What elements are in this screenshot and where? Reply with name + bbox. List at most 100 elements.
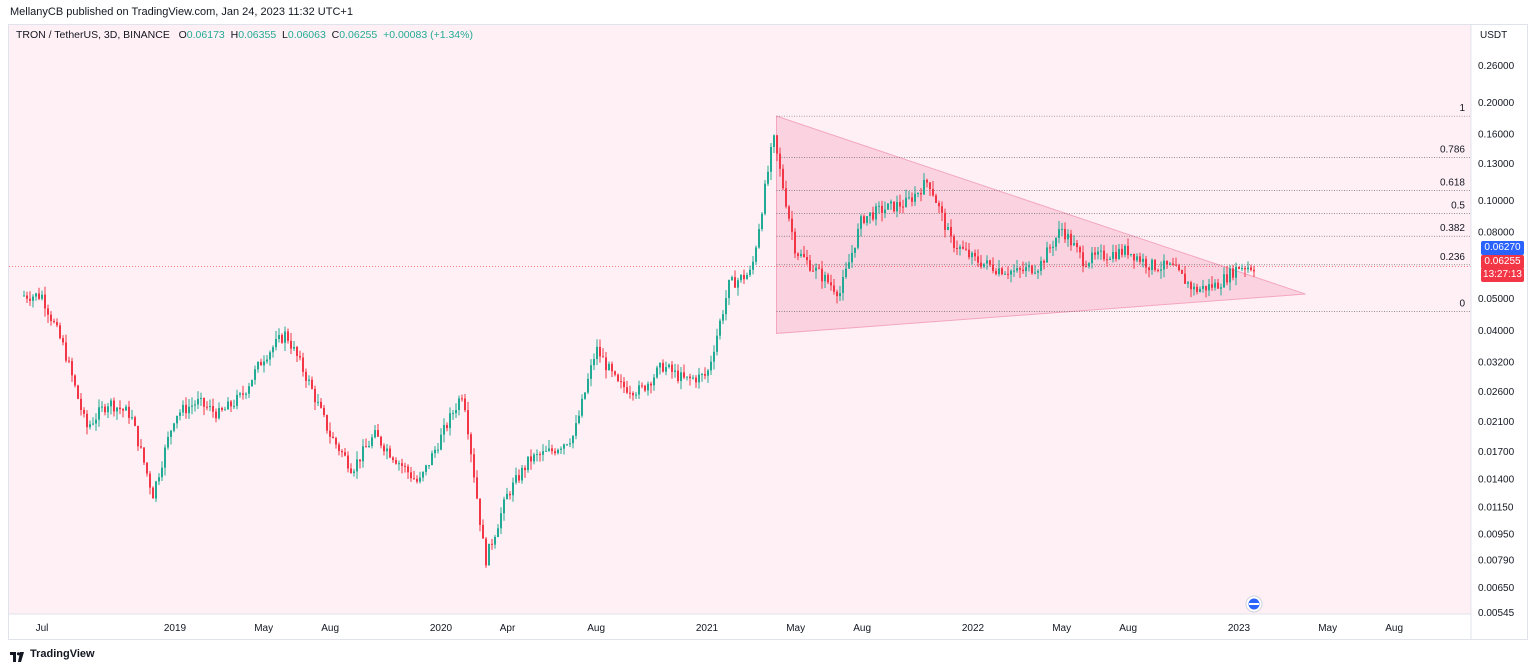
candle-body	[725, 298, 727, 315]
candle-body	[1193, 286, 1195, 290]
candle-body	[62, 338, 64, 343]
candle-body	[650, 383, 652, 386]
candle-body	[1037, 270, 1039, 273]
candle-body	[728, 279, 730, 299]
candle-body	[818, 267, 820, 269]
candle-body	[32, 296, 34, 301]
candle-body	[611, 363, 613, 372]
x-tick-label: May	[1318, 623, 1337, 634]
candle-body	[1112, 252, 1114, 259]
candle-body	[98, 407, 100, 420]
candle-body	[1241, 268, 1243, 270]
candle-body	[980, 262, 982, 267]
candle-body	[884, 209, 886, 214]
candle-body	[677, 370, 679, 382]
candle-body	[599, 346, 601, 357]
candle-body	[812, 270, 814, 272]
candle-body	[128, 406, 130, 418]
triangle-pattern	[776, 115, 1306, 334]
low-label: L	[282, 29, 288, 41]
candle-body	[245, 393, 247, 395]
candle-body	[953, 236, 955, 248]
candle-body	[872, 212, 874, 220]
candle-body	[806, 256, 808, 261]
open-label: O	[178, 29, 187, 41]
candle-body	[434, 449, 436, 454]
candle-body	[53, 321, 55, 323]
candle-body	[995, 271, 997, 275]
candle-body	[290, 340, 292, 349]
candle-body	[1085, 266, 1087, 268]
candle-body	[140, 446, 142, 448]
candle-body	[1055, 237, 1057, 247]
candle-body	[299, 355, 301, 358]
x-tick-label: May	[786, 623, 805, 634]
candle-body	[122, 409, 124, 411]
events-flag-icon-stripe	[1249, 603, 1259, 605]
high-value: 0.06355	[238, 29, 277, 41]
candle-body	[575, 423, 577, 436]
candle-body	[368, 445, 370, 448]
candle-body	[794, 231, 796, 254]
candle-body	[1223, 274, 1225, 288]
x-tick-label: Aug	[1385, 623, 1403, 634]
candle-body	[287, 331, 289, 341]
y-tick-label: 0.01150	[1478, 502, 1514, 513]
candle-body	[830, 282, 832, 286]
candle-body	[467, 410, 469, 435]
candle-body	[596, 346, 598, 360]
candle-body	[890, 201, 892, 204]
candle-body	[902, 206, 904, 208]
candle-body	[1169, 263, 1171, 265]
candle-body	[389, 448, 391, 458]
candle-body	[569, 443, 571, 445]
candle-body	[41, 294, 43, 299]
candle-body	[683, 372, 685, 378]
candle-body	[113, 400, 115, 412]
candle-body	[296, 347, 298, 356]
symbol-label: TRON / TetherUS, 3D, BINANCE	[16, 29, 170, 41]
candle-body	[701, 374, 703, 376]
candle-body	[1124, 245, 1126, 255]
candle-body	[239, 393, 241, 395]
candle-body	[233, 405, 235, 407]
candle-body	[773, 135, 775, 148]
candle-body	[461, 398, 463, 400]
candle-body	[1061, 228, 1063, 230]
candle-body	[137, 425, 139, 447]
candle-body	[863, 216, 865, 223]
candle-body	[353, 471, 355, 473]
candle-body	[446, 424, 448, 429]
footer-brand[interactable]: TradingView	[10, 646, 95, 662]
header-bar: MellanyCB published on TradingView.com, …	[0, 0, 1536, 24]
candle-body	[77, 385, 79, 399]
y-tick-label: 0.10000	[1478, 196, 1515, 207]
candle-body	[899, 202, 901, 207]
candle-body	[1091, 252, 1093, 264]
candle-body	[119, 407, 121, 410]
candle-body	[92, 423, 94, 425]
candle-body	[533, 454, 535, 462]
candle-body	[1088, 263, 1090, 267]
candle-body	[326, 414, 328, 431]
candle-body	[1103, 250, 1105, 260]
candle-body	[473, 454, 475, 478]
candle-body	[380, 436, 382, 446]
candle-body	[1136, 256, 1138, 261]
candle-body	[344, 452, 346, 456]
candle-body	[386, 448, 388, 452]
candle-body	[416, 478, 418, 482]
candle-body	[464, 398, 466, 411]
fib-level-label: 0.5	[1451, 200, 1465, 211]
candle-body	[896, 202, 898, 212]
open-value: 0.06173	[186, 29, 225, 41]
candle-body	[374, 430, 376, 438]
x-tick-label: 2020	[430, 623, 453, 634]
candle-body	[1058, 229, 1060, 238]
candle-body	[566, 444, 568, 446]
candle-body	[587, 378, 589, 393]
candle-body	[101, 406, 103, 408]
candle-body	[1178, 265, 1180, 271]
candle-body	[734, 277, 736, 288]
